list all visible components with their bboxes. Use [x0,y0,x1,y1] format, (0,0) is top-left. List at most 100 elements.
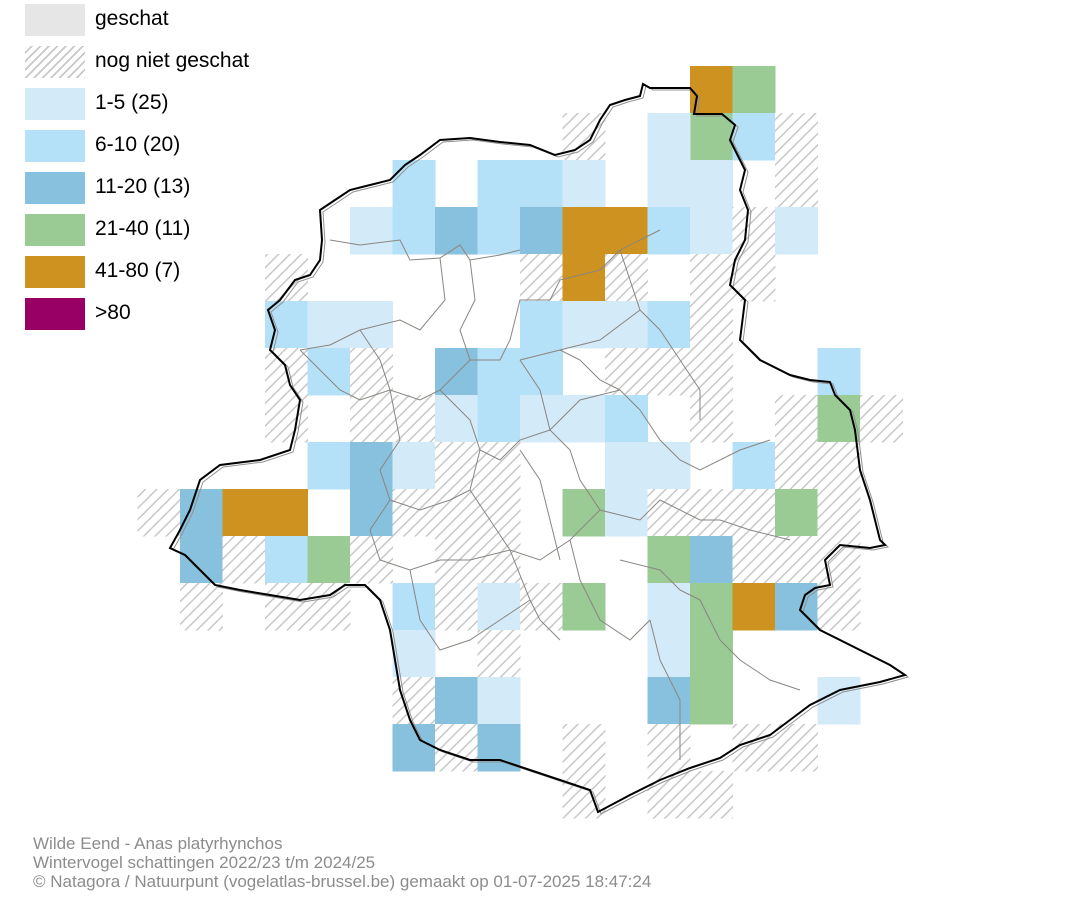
legend-swatch [25,172,85,204]
grid-cell [647,348,691,396]
grid-cell [562,395,606,443]
grid-cells [137,66,903,819]
grid-cell [180,489,223,537]
legend-item: 1-5 (25) [25,88,305,120]
legend-swatch [25,46,85,78]
grid-cell [647,724,691,772]
grid-cell [690,395,733,443]
grid-cell [647,677,691,725]
legend-item: geschat [25,4,305,36]
grid-cell [817,489,861,537]
legend-swatch [25,298,85,330]
grid-cell [350,207,393,255]
grid-cell [435,395,478,443]
grid-cell [775,442,818,490]
legend-label: >80 [95,301,131,324]
grid-cell [350,489,393,537]
caption-dataset: Wintervogel schattingen 2022/23 t/m 2024… [33,853,376,872]
legend-label: 1-5 (25) [95,91,169,114]
grid-cell [775,724,818,772]
legend-swatch [25,88,85,120]
grid-cell [775,113,818,161]
grid-cell [265,583,308,631]
grid-cell [520,160,563,208]
grid-cell [605,254,648,302]
grid-cell [392,207,436,255]
municipality-borders [299,229,801,760]
grid-cell [775,207,818,255]
grid-cell [690,66,733,114]
map-caption: Wilde Eend - Anas platyrhynchos Wintervo… [33,834,651,891]
grid-cell [392,442,436,490]
legend-label: geschat [95,7,169,30]
legend-label: 41-80 (7) [95,259,181,282]
grid-cell [562,583,606,631]
grid-cell [350,301,393,349]
grid-cell [605,207,648,255]
grid-cell [350,442,393,490]
grid-cell [350,536,393,584]
grid-cell [690,630,733,678]
grid-cell [477,630,521,678]
grid-cell [435,207,478,255]
legend-item: >80 [25,298,305,330]
grid-cell [222,489,266,537]
grid-cell [732,442,776,490]
grid-cell [435,489,478,537]
grid-cell [265,489,308,537]
grid-cell [647,536,691,584]
legend-swatch [25,4,85,36]
legend-item: 21-40 (11) [25,214,305,246]
grid-cell [690,113,733,161]
grid-cell [392,489,436,537]
grid-cell [180,583,223,631]
grid-cell [690,348,733,396]
grid-cell [817,348,861,396]
grid-cell [307,301,351,349]
grid-cell [605,442,648,490]
grid-cell [520,583,563,631]
grid-cell [520,301,563,349]
grid-cell [180,536,223,584]
grid-cell [435,583,478,631]
grid-cell [605,395,648,443]
grid-cell [605,348,648,396]
grid-cell [307,536,351,584]
grid-cell [562,207,606,255]
grid-cell [392,160,436,208]
grid-cell [647,583,691,631]
grid-cell [817,442,861,490]
legend-label: 6-10 (20) [95,133,181,156]
legend-label: 11-20 (13) [95,175,191,198]
map-canvas [137,66,910,819]
grid-cell [732,489,776,537]
grid-cell [647,207,691,255]
grid-cell [690,536,733,584]
legend-label: 21-40 (11) [95,217,191,240]
legend-swatch [25,214,85,246]
grid-cell [647,113,691,161]
grid-cell [435,677,478,725]
grid-cell [775,536,818,584]
grid-cell [520,207,563,255]
grid-cell [690,254,733,302]
grid-cell [732,66,776,114]
grid-cell [647,489,691,537]
grid-cell [307,442,351,490]
grid-cell [690,160,733,208]
grid-cell [690,301,733,349]
grid-cell [562,724,606,772]
grid-cell [690,207,733,255]
legend-item: nog niet geschat [25,46,305,78]
grid-cell [477,442,521,490]
grid-cell [732,583,776,631]
grid-cell [435,442,478,490]
grid-cell [562,489,606,537]
grid-cell [477,583,521,631]
legend-label: nog niet geschat [95,49,250,72]
grid-cell [477,536,521,584]
grid-cell [647,771,691,819]
grid-cell [350,348,393,396]
caption-copyright: © Natagora / Natuurpunt (vogelatlas-brus… [33,872,652,891]
caption-species: Wilde Eend - Anas platyrhynchos [33,834,283,853]
